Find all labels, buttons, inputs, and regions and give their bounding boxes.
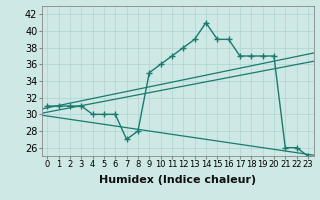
X-axis label: Humidex (Indice chaleur): Humidex (Indice chaleur) xyxy=(99,175,256,185)
